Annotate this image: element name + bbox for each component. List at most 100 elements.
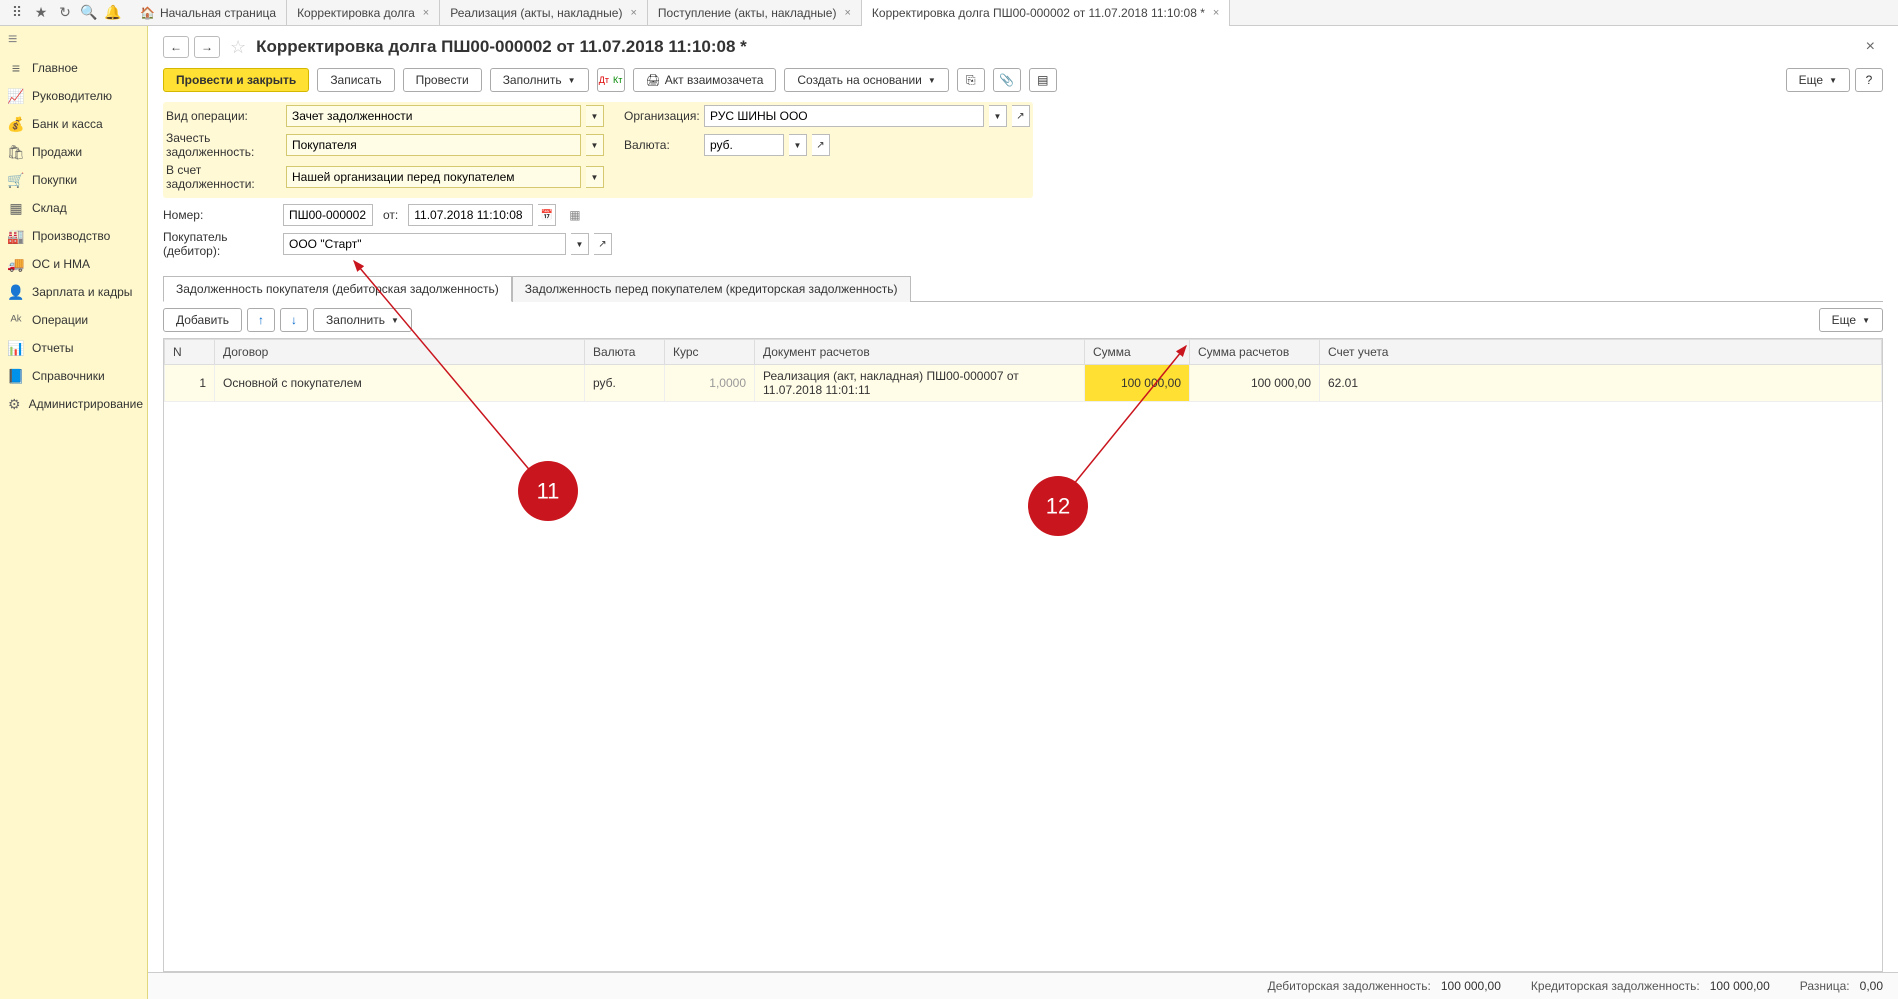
sidebar-item[interactable]: 🏭Производство — [0, 222, 147, 250]
move-up-button[interactable]: ↑ — [247, 308, 275, 332]
post-button[interactable]: Провести — [403, 68, 482, 92]
table-fill-button[interactable]: Заполнить▼ — [313, 308, 412, 332]
sidebar-label: Продажи — [32, 145, 82, 159]
org-field[interactable] — [704, 105, 984, 127]
move-down-button[interactable]: ↓ — [280, 308, 308, 332]
against-dropdown[interactable]: ▼ — [586, 166, 604, 188]
fill-button[interactable]: Заполнить▼ — [490, 68, 589, 92]
sum-cell[interactable]: 100 000,00 — [1085, 365, 1190, 402]
sidebar-item[interactable]: 🚚ОС и НМА — [0, 250, 147, 278]
calendar-icon[interactable]: 📅 — [538, 204, 556, 226]
sidebar: ≡ ≡Главное 📈 Руководителю 💰Банк и касса 🛍 Про… — [0, 26, 148, 999]
tab-close-icon[interactable]: × — [844, 7, 850, 19]
sidebar-item[interactable]: ⚙Администрирование — [0, 390, 147, 418]
list-icon[interactable]: ▤ — [1029, 68, 1057, 92]
table-more-button[interactable]: Еще▼ — [1819, 308, 1883, 332]
currency-label: Валюта: — [624, 138, 699, 152]
main-tab[interactable]: Корректировка долга ПШ00-000002 от 11.07… — [862, 0, 1230, 26]
currency-open-button[interactable]: ↗ — [812, 134, 830, 156]
buyer-open-button[interactable]: ↗ — [594, 233, 612, 255]
offset-field[interactable] — [286, 134, 581, 156]
diff-value: 0,00 — [1860, 979, 1883, 993]
col-account[interactable]: Счет учета — [1320, 340, 1882, 365]
sidebar-item[interactable]: ᴬᵏОперации — [0, 306, 147, 334]
top-toolbar: ⠿ ★ ↻ 🔍 🔔 🏠Начальная страницаКорректиров… — [0, 0, 1898, 26]
tab-credit[interactable]: Задолженность перед покупателем (кредито… — [512, 276, 911, 302]
apps-icon[interactable]: ⠿ — [5, 1, 29, 25]
sidebar-icon: 🚚 — [8, 256, 24, 272]
sidebar-label: Руководителю — [32, 89, 112, 103]
attach-icon[interactable]: 📎 — [993, 68, 1021, 92]
org-dropdown[interactable]: ▼ — [989, 105, 1007, 127]
currency-dropdown[interactable]: ▼ — [789, 134, 807, 156]
table-row[interactable]: 1 Основной с покупателем руб. 1,0000 Реа… — [165, 365, 1882, 402]
sidebar-icon: 📊 — [8, 340, 24, 356]
col-n[interactable]: N — [165, 340, 215, 365]
history-icon[interactable]: ↻ — [53, 1, 77, 25]
sidebar-label: Администрирование — [29, 397, 143, 411]
sidebar-icon: 📈 — [8, 88, 24, 104]
save-button[interactable]: Записать — [317, 68, 394, 92]
sidebar-item[interactable]: ▦Склад — [0, 194, 147, 222]
col-doc[interactable]: Документ расчетов — [755, 340, 1085, 365]
number-field[interactable] — [283, 204, 373, 226]
sidebar-item[interactable]: 🛍 Продажи — [0, 138, 147, 166]
tab-debit[interactable]: Задолженность покупателя (дебиторская за… — [163, 276, 512, 302]
sidebar-label: Операции — [32, 313, 88, 327]
diff-label: Разница: — [1800, 979, 1850, 993]
sidebar-item[interactable]: 💰Банк и касса — [0, 110, 147, 138]
main-tab[interactable]: Поступление (акты, накладные)× — [648, 0, 862, 26]
op-type-dropdown[interactable]: ▼ — [586, 105, 604, 127]
tab-label: Корректировка долга ПШ00-000002 от 11.07… — [872, 6, 1205, 20]
nav-back-button[interactable]: ← — [163, 36, 189, 58]
offset-dropdown[interactable]: ▼ — [586, 134, 604, 156]
page-title: Корректировка долга ПШ00-000002 от 11.07… — [256, 37, 747, 57]
tab-close-icon[interactable]: × — [630, 7, 636, 19]
sidebar-icon: 🛍 — [8, 144, 24, 160]
close-page-button[interactable]: × — [1858, 38, 1883, 56]
post-and-close-button[interactable]: Провести и закрыть — [163, 68, 309, 92]
org-open-button[interactable]: ↗ — [1012, 105, 1030, 127]
sidebar-item[interactable]: 📈 Руководителю — [0, 82, 147, 110]
against-field[interactable] — [286, 166, 581, 188]
buyer-dropdown[interactable]: ▼ — [571, 233, 589, 255]
sidebar-icon: 💰 — [8, 116, 24, 132]
col-sum[interactable]: Сумма — [1085, 340, 1190, 365]
sidebar-item[interactable]: 👤Зарплата и кадры — [0, 278, 147, 306]
sidebar-item[interactable]: 🛒Покупки — [0, 166, 147, 194]
bell-icon[interactable]: 🔔 — [101, 1, 125, 25]
help-button[interactable]: ? — [1855, 68, 1883, 92]
col-rate[interactable]: Курс — [665, 340, 755, 365]
col-sumcalc[interactable]: Сумма расчетов — [1190, 340, 1320, 365]
structure-icon[interactable]: ⎘ — [957, 68, 985, 92]
sidebar-item[interactable]: ≡Главное — [0, 54, 147, 82]
op-type-field[interactable] — [286, 105, 581, 127]
dt-kt-icon[interactable]: ДтКт — [597, 68, 625, 92]
add-row-button[interactable]: Добавить — [163, 308, 242, 332]
sidebar-toggle[interactable]: ≡ — [0, 26, 147, 54]
favorite-icon[interactable]: ☆ — [230, 37, 246, 58]
date-field[interactable] — [408, 204, 533, 226]
main-tab[interactable]: Реализация (акты, накладные)× — [440, 0, 648, 26]
star-icon[interactable]: ★ — [29, 1, 53, 25]
date-extra-icon[interactable]: ▦ — [569, 208, 580, 222]
main-tab[interactable]: 🏠Начальная страница — [130, 0, 287, 26]
buyer-field[interactable] — [283, 233, 566, 255]
tab-close-icon[interactable]: × — [1213, 7, 1219, 19]
create-based-button[interactable]: Создать на основании▼ — [784, 68, 948, 92]
sidebar-item[interactable]: 📊Отчеты — [0, 334, 147, 362]
tab-label: Корректировка долга — [297, 6, 415, 20]
search-icon[interactable]: 🔍 — [77, 1, 101, 25]
col-contract[interactable]: Договор — [215, 340, 585, 365]
nav-forward-button[interactable]: → — [194, 36, 220, 58]
act-button[interactable]: 🖨Акт взаимозачета — [633, 68, 777, 92]
main-tab[interactable]: Корректировка долга × — [287, 0, 440, 26]
sidebar-icon: 🏭 — [8, 228, 24, 244]
sidebar-item[interactable]: 📘Справочники — [0, 362, 147, 390]
tab-close-icon[interactable]: × — [423, 7, 429, 19]
debt-table: N Договор Валюта Курс Документ расчетов … — [164, 339, 1882, 402]
more-button[interactable]: Еще▼ — [1786, 68, 1850, 92]
content-area: ← → ☆ Корректировка долга ПШ00-000002 от… — [148, 26, 1898, 999]
currency-field[interactable] — [704, 134, 784, 156]
col-currency[interactable]: Валюта — [585, 340, 665, 365]
